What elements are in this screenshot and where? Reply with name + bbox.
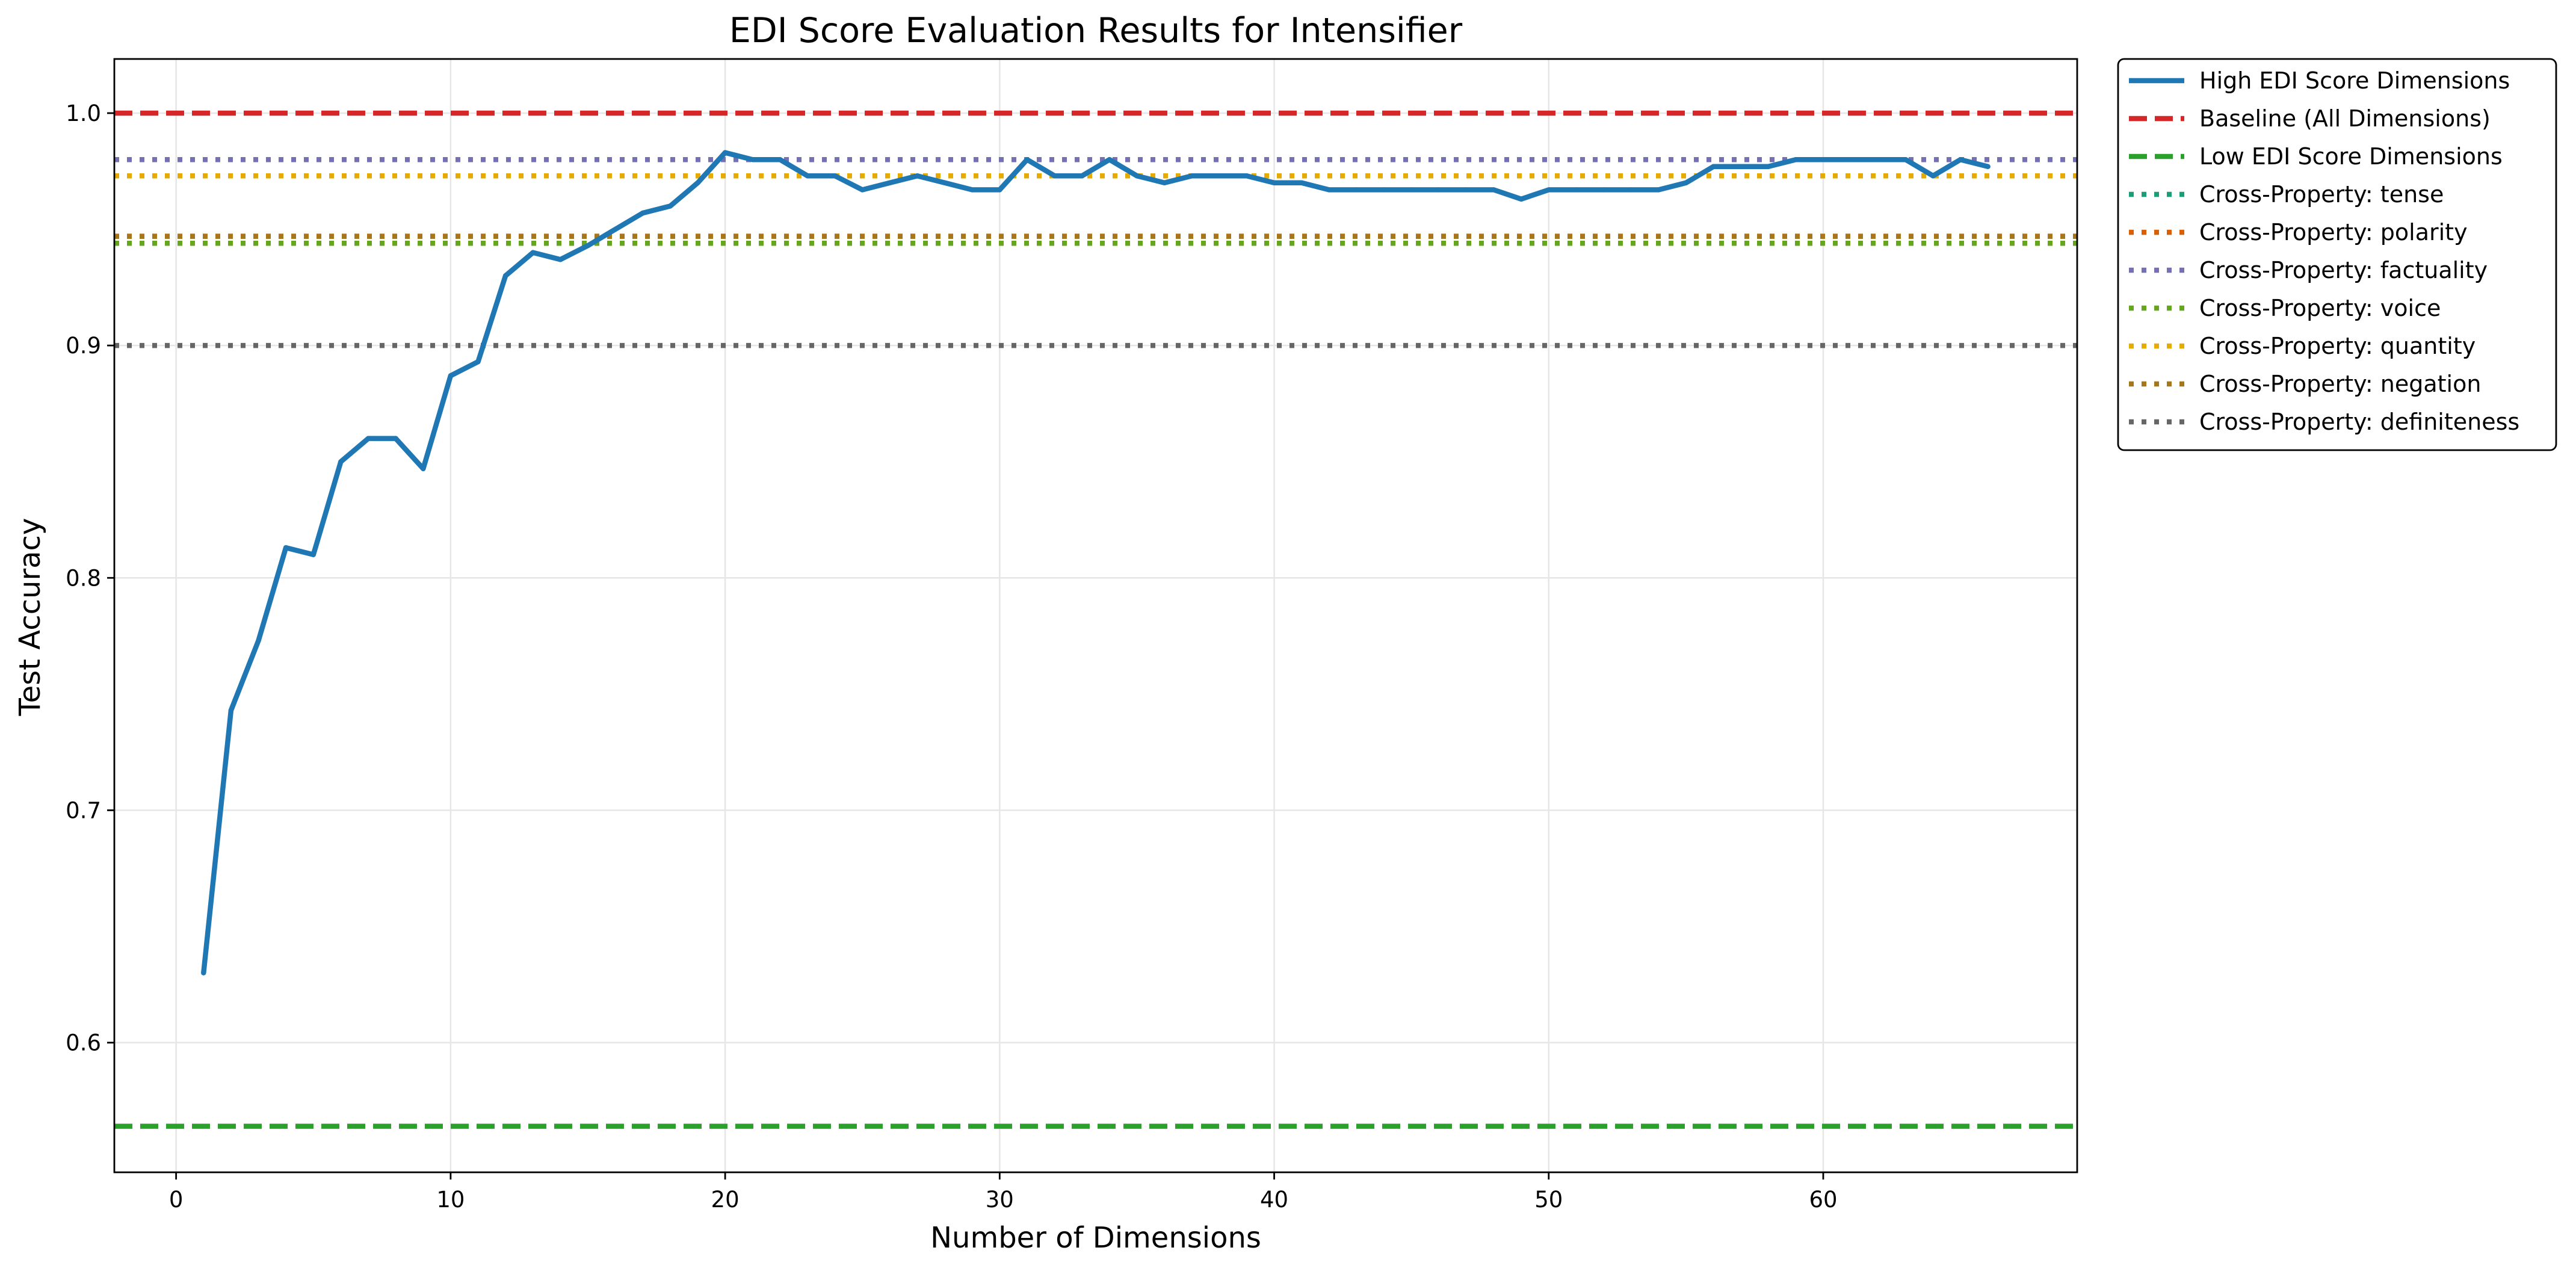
y-tick-label-3: 0.9 <box>66 333 101 359</box>
x-tick-label-0: 0 <box>169 1187 184 1213</box>
data-point-11 <box>502 273 508 279</box>
data-point-25 <box>887 180 893 186</box>
legend: High EDI Score Dimensions Baseline (All D… <box>2117 58 2557 451</box>
data-point-61 <box>1876 156 1881 162</box>
y-tick-label-2: 0.8 <box>66 565 101 591</box>
plot-area <box>114 59 2077 1172</box>
data-point-30 <box>1024 156 1030 162</box>
data-point-29 <box>997 187 1002 193</box>
data-point-15 <box>613 226 618 232</box>
legend-label-0: High EDI Score Dimensions <box>2199 67 2510 94</box>
data-point-18 <box>695 180 700 186</box>
legend-label-8: Cross-Property: negation <box>2199 371 2481 397</box>
data-point-41 <box>1326 187 1332 193</box>
data-point-45 <box>1436 187 1442 193</box>
data-point-5 <box>338 459 344 465</box>
x-tick-label-4: 40 <box>1260 1187 1288 1213</box>
data-point-23 <box>832 173 838 179</box>
y-axis-label: Test Accuracy <box>13 518 47 717</box>
y-tick-label-0: 0.6 <box>66 1030 101 1056</box>
data-point-55 <box>1711 164 1716 169</box>
data-point-39 <box>1271 180 1277 186</box>
data-point-47 <box>1491 187 1496 193</box>
data-point-26 <box>915 173 920 179</box>
x-tick-label-6: 60 <box>1809 1187 1837 1213</box>
data-point-51 <box>1601 187 1607 193</box>
data-point-40 <box>1299 180 1305 186</box>
data-point-2 <box>256 638 261 643</box>
legend-label-6: Cross-Property: voice <box>2199 295 2441 321</box>
series-line-0 <box>201 150 1989 974</box>
data-point-36 <box>1189 173 1194 179</box>
legend-label-5: Cross-Property: factuality <box>2199 257 2488 283</box>
data-point-58 <box>1793 156 1799 162</box>
legend-label-7: Cross-Property: quantity <box>2199 333 2476 359</box>
axes: 0 10 20 30 40 50 60 0.6 0.7 0.8 0.9 1.0 <box>66 58 2078 1213</box>
data-point-32 <box>1079 173 1085 179</box>
data-point-65 <box>1985 164 1991 169</box>
data-point-64 <box>1957 156 1963 162</box>
data-point-34 <box>1134 173 1140 179</box>
legend-label-3: Cross-Property: tense <box>2199 181 2444 208</box>
data-point-37 <box>1217 173 1222 179</box>
data-point-7 <box>393 436 398 441</box>
data-point-4 <box>310 552 316 557</box>
legend-label-2: Low EDI Score Dimensions <box>2199 143 2503 170</box>
legend-label-9: Cross-Property: definiteness <box>2199 409 2519 435</box>
data-point-27 <box>942 180 948 186</box>
data-point-1 <box>228 708 234 713</box>
x-tick-label-1: 10 <box>436 1187 465 1213</box>
legend-label-1: Baseline (All Dimensions) <box>2199 105 2491 132</box>
data-point-59 <box>1820 156 1826 162</box>
data-point-50 <box>1574 187 1579 193</box>
data-point-10 <box>475 359 481 365</box>
data-point-52 <box>1628 187 1634 193</box>
x-tick-label-3: 30 <box>986 1187 1014 1213</box>
data-point-8 <box>421 466 426 471</box>
y-tick-label-4: 1.0 <box>66 100 101 126</box>
data-point-48 <box>1518 196 1524 202</box>
data-point-57 <box>1765 164 1771 169</box>
data-point-33 <box>1107 156 1113 162</box>
data-point-60 <box>1848 156 1853 162</box>
data-point-0 <box>201 970 206 976</box>
data-point-46 <box>1463 187 1469 193</box>
legend-box <box>2117 58 2557 451</box>
data-point-24 <box>860 187 865 193</box>
chart-title: EDI Score Evaluation Results for Intensi… <box>729 11 1463 51</box>
data-point-43 <box>1381 187 1387 193</box>
data-point-17 <box>667 203 673 209</box>
y-tick-label-1: 0.7 <box>66 797 101 823</box>
data-point-9 <box>448 373 454 379</box>
data-point-49 <box>1546 187 1551 193</box>
data-point-62 <box>1903 156 1909 162</box>
data-point-35 <box>1161 180 1167 186</box>
data-point-44 <box>1409 187 1414 193</box>
data-point-20 <box>750 156 755 162</box>
data-point-31 <box>1052 173 1057 179</box>
x-tick-label-5: 50 <box>1534 1187 1563 1213</box>
data-point-13 <box>558 257 563 262</box>
data-point-28 <box>969 187 975 193</box>
data-point-6 <box>365 436 371 441</box>
data-point-22 <box>805 173 811 179</box>
data-point-14 <box>585 243 591 249</box>
data-point-3 <box>283 545 289 551</box>
data-point-38 <box>1244 173 1250 179</box>
data-point-16 <box>640 210 646 216</box>
data-point-19 <box>722 150 728 155</box>
data-point-56 <box>1738 164 1744 169</box>
axes-frame <box>113 58 2078 1174</box>
data-point-12 <box>530 250 536 255</box>
legend-label-4: Cross-Property: polarity <box>2199 219 2468 246</box>
data-point-63 <box>1930 173 1936 179</box>
x-tick-label-2: 20 <box>711 1187 740 1213</box>
data-point-53 <box>1656 187 1661 193</box>
data-point-21 <box>777 156 783 162</box>
data-point-54 <box>1683 180 1689 186</box>
data-point-42 <box>1354 187 1359 193</box>
x-axis-label: Number of Dimensions <box>930 1221 1261 1255</box>
